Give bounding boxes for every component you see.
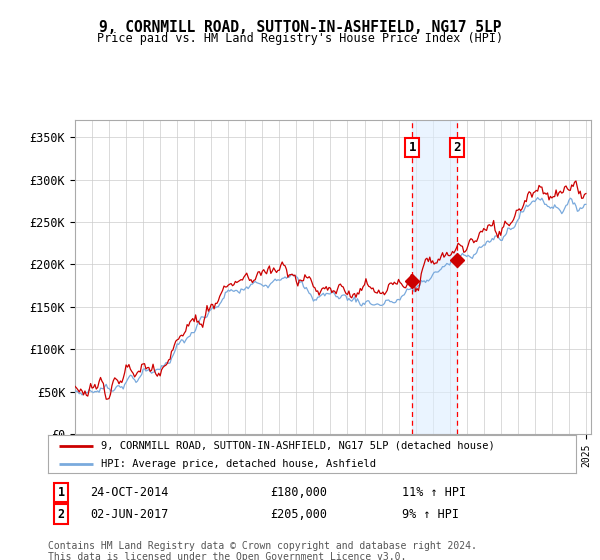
Text: 02-JUN-2017: 02-JUN-2017 [90,507,169,521]
Text: Contains HM Land Registry data © Crown copyright and database right 2024.
This d: Contains HM Land Registry data © Crown c… [48,540,477,560]
Text: 9% ↑ HPI: 9% ↑ HPI [402,507,459,521]
Text: £180,000: £180,000 [270,486,327,499]
Text: 1: 1 [409,141,416,154]
Text: 9, CORNMILL ROAD, SUTTON-IN-ASHFIELD, NG17 5LP (detached house): 9, CORNMILL ROAD, SUTTON-IN-ASHFIELD, NG… [101,441,494,451]
Text: £205,000: £205,000 [270,507,327,521]
Text: 24-OCT-2014: 24-OCT-2014 [90,486,169,499]
Text: 2: 2 [58,507,65,521]
Text: 11% ↑ HPI: 11% ↑ HPI [402,486,466,499]
Text: HPI: Average price, detached house, Ashfield: HPI: Average price, detached house, Ashf… [101,459,376,469]
Text: Price paid vs. HM Land Registry's House Price Index (HPI): Price paid vs. HM Land Registry's House … [97,32,503,45]
Text: 2: 2 [453,141,461,154]
Bar [412,120,457,434]
Text: 9, CORNMILL ROAD, SUTTON-IN-ASHFIELD, NG17 5LP: 9, CORNMILL ROAD, SUTTON-IN-ASHFIELD, NG… [99,20,501,35]
Text: 1: 1 [58,486,65,499]
